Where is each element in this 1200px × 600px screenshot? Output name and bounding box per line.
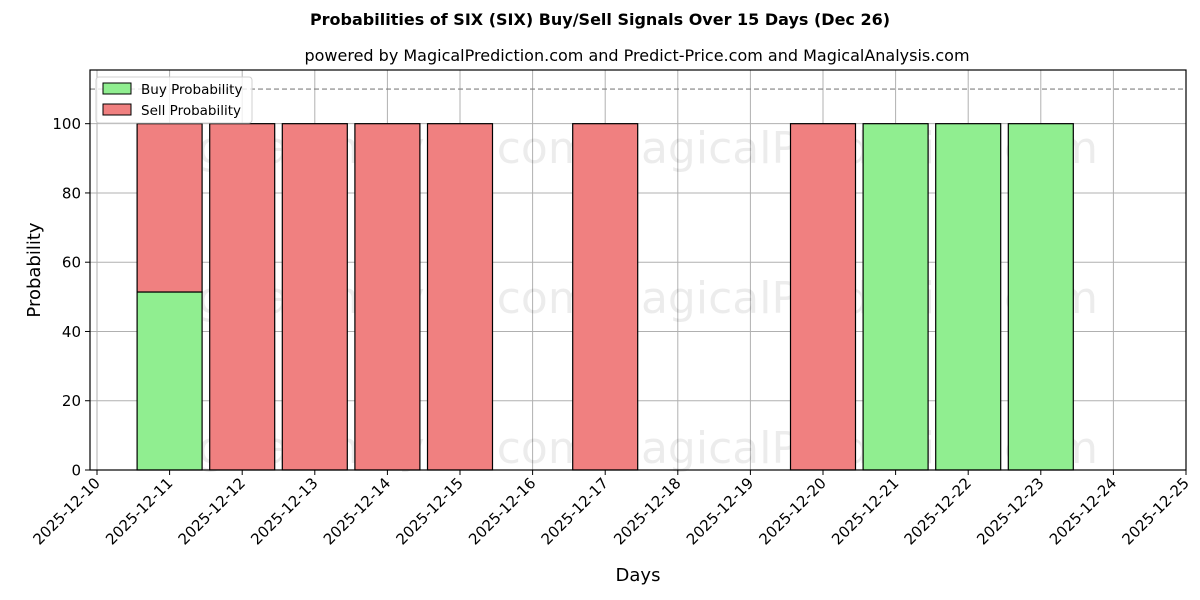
legend-buy-label: Buy Probability bbox=[141, 82, 242, 98]
sell-bar bbox=[136, 123, 203, 293]
x-tick-label: 2025-12-16 bbox=[465, 474, 539, 548]
legend-buy-swatch bbox=[102, 82, 132, 95]
chart-subtitle: powered by MagicalPrediction.com and Pre… bbox=[304, 46, 970, 65]
y-tick-label: 80 bbox=[62, 184, 81, 202]
x-tick-label: 2025-12-14 bbox=[320, 474, 394, 548]
buy-bar bbox=[136, 291, 203, 471]
y-tick-label: 20 bbox=[62, 392, 81, 410]
x-tick-label: 2025-12-17 bbox=[538, 474, 612, 548]
x-tick-label: 2025-12-10 bbox=[29, 474, 103, 548]
buy-bar bbox=[862, 123, 929, 471]
y-tick-label: 40 bbox=[62, 323, 81, 341]
legend-sell-swatch bbox=[102, 103, 132, 116]
x-tick-label: 2025-12-24 bbox=[1046, 474, 1120, 548]
y-tick-label: 60 bbox=[62, 254, 81, 272]
x-tick-label: 2025-12-20 bbox=[755, 474, 829, 548]
y-tick-label: 100 bbox=[52, 115, 81, 133]
y-axis-label: Probability bbox=[24, 222, 45, 317]
x-tick-label: 2025-12-21 bbox=[828, 474, 902, 548]
buy-bar bbox=[1007, 123, 1074, 471]
sell-bar bbox=[572, 123, 639, 471]
plot-frame bbox=[89, 69, 1187, 471]
chart-title: Probabilities of SIX (SIX) Buy/Sell Sign… bbox=[309, 10, 891, 29]
sell-bar bbox=[281, 123, 348, 471]
sell-bar bbox=[209, 123, 276, 471]
legend: Buy Probability Sell Probability bbox=[95, 76, 253, 124]
x-axis-label: Days bbox=[616, 565, 661, 586]
x-tick-label: 2025-12-19 bbox=[683, 474, 757, 548]
y-tick-label: 0 bbox=[71, 462, 81, 480]
x-tick-label: 2025-12-13 bbox=[247, 474, 321, 548]
legend-sell-label: Sell Probability bbox=[141, 103, 241, 119]
x-tick-label: 2025-12-25 bbox=[1118, 474, 1192, 548]
x-tick-label: 2025-12-12 bbox=[175, 474, 249, 548]
x-tick-label: 2025-12-15 bbox=[392, 474, 466, 548]
sell-bar bbox=[789, 123, 857, 471]
buy-bar bbox=[935, 123, 1002, 471]
x-tick-label: 2025-12-18 bbox=[610, 474, 684, 548]
sell-bar bbox=[354, 123, 421, 471]
sell-bar bbox=[426, 123, 494, 471]
x-tick-label: 2025-12-23 bbox=[973, 474, 1047, 548]
x-tick-label: 2025-12-11 bbox=[102, 474, 176, 548]
x-tick-label: 2025-12-22 bbox=[901, 474, 975, 548]
